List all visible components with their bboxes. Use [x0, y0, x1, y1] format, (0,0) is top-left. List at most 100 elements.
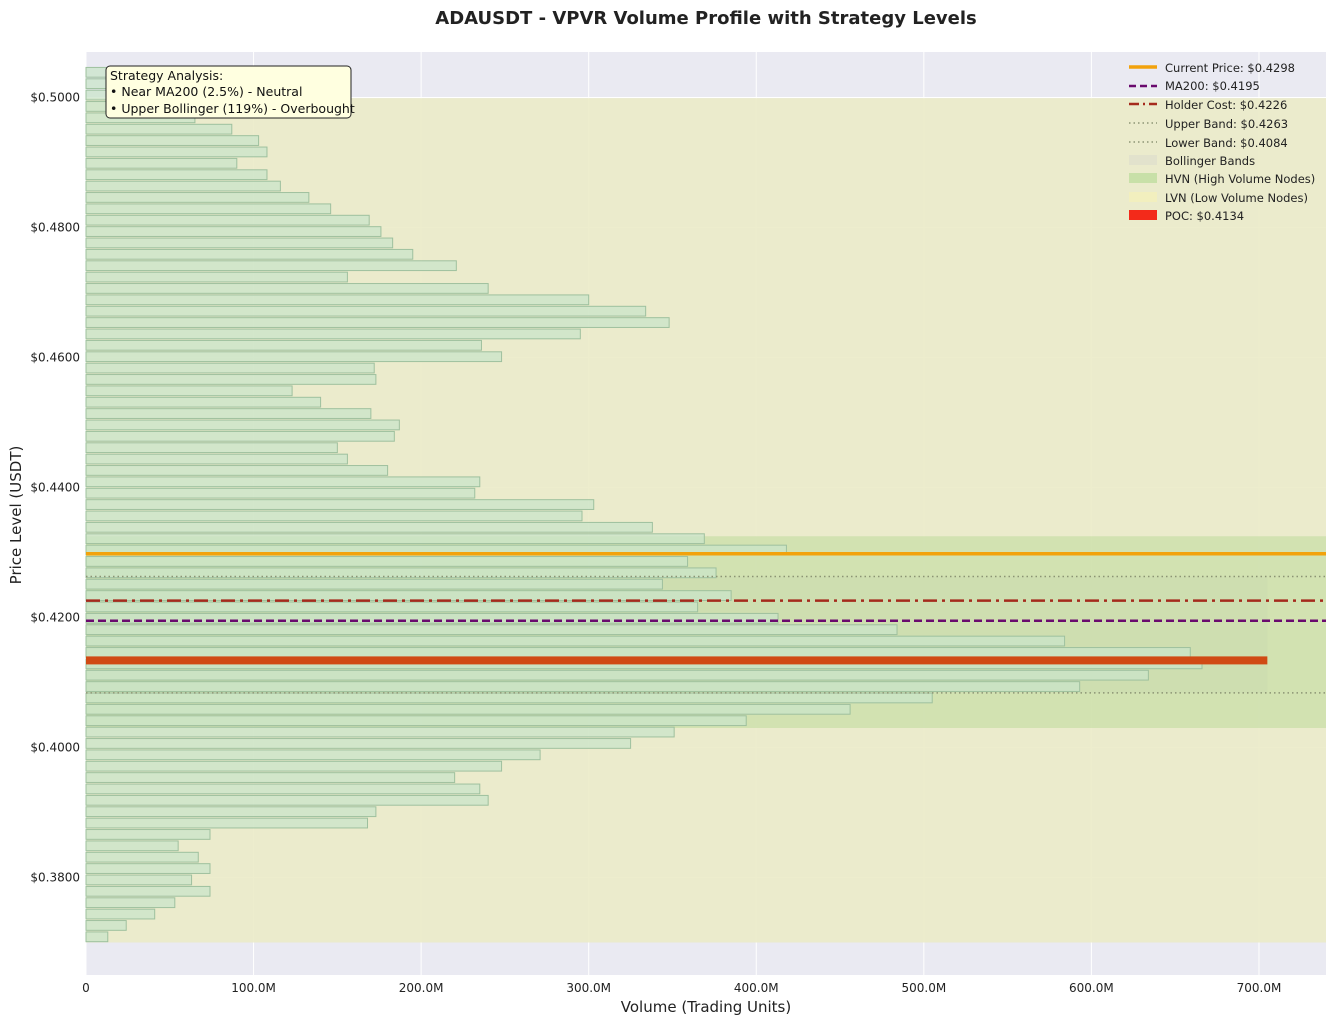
y-tick-label: $0.5000 — [30, 91, 80, 105]
y-tick-label: $0.4600 — [30, 351, 80, 365]
volume-bar — [85, 920, 127, 931]
volume-bar — [85, 885, 211, 897]
volume-bar — [85, 385, 293, 397]
y-tick-label: $0.4000 — [30, 741, 80, 755]
volume-bar — [85, 612, 779, 624]
volume-bar — [85, 169, 268, 181]
x-tick-label: 300.0M — [566, 981, 611, 995]
volume-bar — [85, 669, 1149, 681]
volume-bar — [85, 192, 310, 203]
legend-swatch-lvn — [1129, 192, 1157, 202]
volume-bar — [85, 374, 377, 385]
volume-bar — [85, 408, 372, 419]
volume-bar — [85, 317, 670, 328]
volume-bar — [85, 715, 747, 727]
volume-bar — [85, 578, 663, 590]
volume-bar — [85, 874, 193, 886]
volume-bar — [85, 396, 322, 408]
volume-bar — [85, 783, 481, 795]
volume-bar — [85, 237, 394, 249]
volume-bar — [85, 305, 647, 317]
volume-bar — [85, 931, 109, 943]
strategy-annotation: Strategy Analysis: • Near MA200 (2.5%) -… — [105, 65, 355, 119]
legend-label-upper-band: Upper Band: $0.4263 — [1165, 117, 1288, 131]
volume-bar — [85, 146, 268, 158]
volume-bar — [85, 567, 717, 579]
legend-label-ma200: MA200: $0.4195 — [1165, 79, 1260, 93]
volume-bar — [85, 624, 898, 636]
volume-bar — [85, 248, 414, 260]
annotation-line-1: • Near MA200 (2.5%) - Neutral — [110, 84, 302, 99]
volume-bar — [85, 840, 179, 852]
legend-item-hvn: HVN (High Volume Nodes) — [1129, 172, 1315, 186]
annotation-title: Strategy Analysis: — [110, 68, 223, 83]
volume-bar — [85, 829, 211, 840]
volume-bar — [85, 453, 348, 465]
x-tick-label: 400.0M — [734, 981, 779, 995]
y-axis-label: Price Level (USDT) — [7, 446, 25, 585]
y-tick-label: $0.4200 — [30, 611, 80, 625]
volume-bar — [85, 806, 377, 818]
poc-bar — [86, 656, 1268, 665]
x-tick-label: 500.0M — [901, 981, 946, 995]
legend-item-lower-band: Lower Band: $0.4084 — [1129, 136, 1288, 150]
volume-bar — [85, 556, 689, 567]
volume-bar — [85, 772, 456, 783]
x-tick-label: 0 — [82, 981, 90, 995]
volume-bar — [85, 328, 581, 340]
legend: Current Price: $0.4298 MA200: $0.4195 Ho… — [1129, 61, 1315, 223]
y-axis-ticks: $0.3800 $0.4000 $0.4200 $0.4400 $0.4600 $0.48… — [30, 91, 80, 885]
volume-bar — [85, 521, 653, 533]
volume-bar — [85, 863, 211, 874]
volume-bar — [85, 533, 705, 545]
volume-bar — [85, 271, 348, 283]
volume-bar — [85, 214, 370, 226]
volume-bar — [85, 590, 732, 601]
volume-bar — [85, 226, 382, 237]
volume-bar — [85, 726, 675, 738]
x-tick-label: 700.0M — [1237, 981, 1282, 995]
volume-bar — [85, 294, 590, 306]
volume-bar — [85, 681, 1081, 692]
legend-swatch-hvn — [1129, 173, 1157, 183]
x-axis-ticks: 0 100.0M 200.0M 300.0M 400.0M 500.0M 600.0M 700… — [82, 981, 1281, 995]
legend-item-current-price: Current Price: $0.4298 — [1129, 61, 1295, 75]
legend-label-lower-band: Lower Band: $0.4084 — [1165, 136, 1288, 150]
volume-bar — [85, 647, 1191, 658]
volume-bar — [85, 203, 332, 215]
legend-label-poc: POC: $0.4134 — [1165, 209, 1244, 223]
volume-bar — [85, 419, 400, 431]
y-tick-label: $0.3800 — [30, 871, 80, 885]
price-levels — [86, 552, 1326, 694]
legend-swatch-bollinger-bands — [1129, 155, 1157, 165]
volume-bar — [85, 465, 389, 476]
annotation-line-2: • Upper Bollinger (119%) - Overbought — [110, 101, 355, 116]
legend-label-hvn: HVN (High Volume Nodes) — [1165, 172, 1315, 186]
volume-bar — [85, 817, 369, 829]
volume-bar — [85, 635, 1066, 647]
volume-bar — [85, 851, 199, 863]
volume-bar — [85, 749, 541, 761]
legend-swatch-poc — [1129, 210, 1157, 220]
chart-title: ADAUSDT - VPVR Volume Profile with Strat… — [435, 8, 976, 29]
volume-bar — [85, 123, 233, 135]
y-tick-label: $0.4400 — [30, 481, 80, 495]
volume-bar — [85, 260, 457, 272]
volume-bar — [85, 180, 281, 192]
volume-bar — [85, 499, 595, 510]
legend-item-upper-band: Upper Band: $0.4263 — [1129, 117, 1288, 131]
volume-bar — [85, 157, 238, 169]
volume-bar — [85, 794, 489, 806]
volume-bar — [85, 442, 338, 454]
volume-bar — [85, 897, 176, 909]
legend-item-holder-cost: Holder Cost: $0.4226 — [1129, 98, 1287, 112]
volume-bar — [85, 339, 482, 351]
volume-bar — [85, 703, 851, 715]
x-tick-label: 600.0M — [1069, 981, 1114, 995]
volume-bar — [85, 351, 503, 363]
volume-bar — [85, 738, 632, 749]
volume-bar — [85, 908, 156, 920]
legend-item-ma200: MA200: $0.4195 — [1129, 79, 1260, 93]
volume-bar — [85, 476, 481, 488]
y-tick-label: $0.4800 — [30, 221, 80, 235]
